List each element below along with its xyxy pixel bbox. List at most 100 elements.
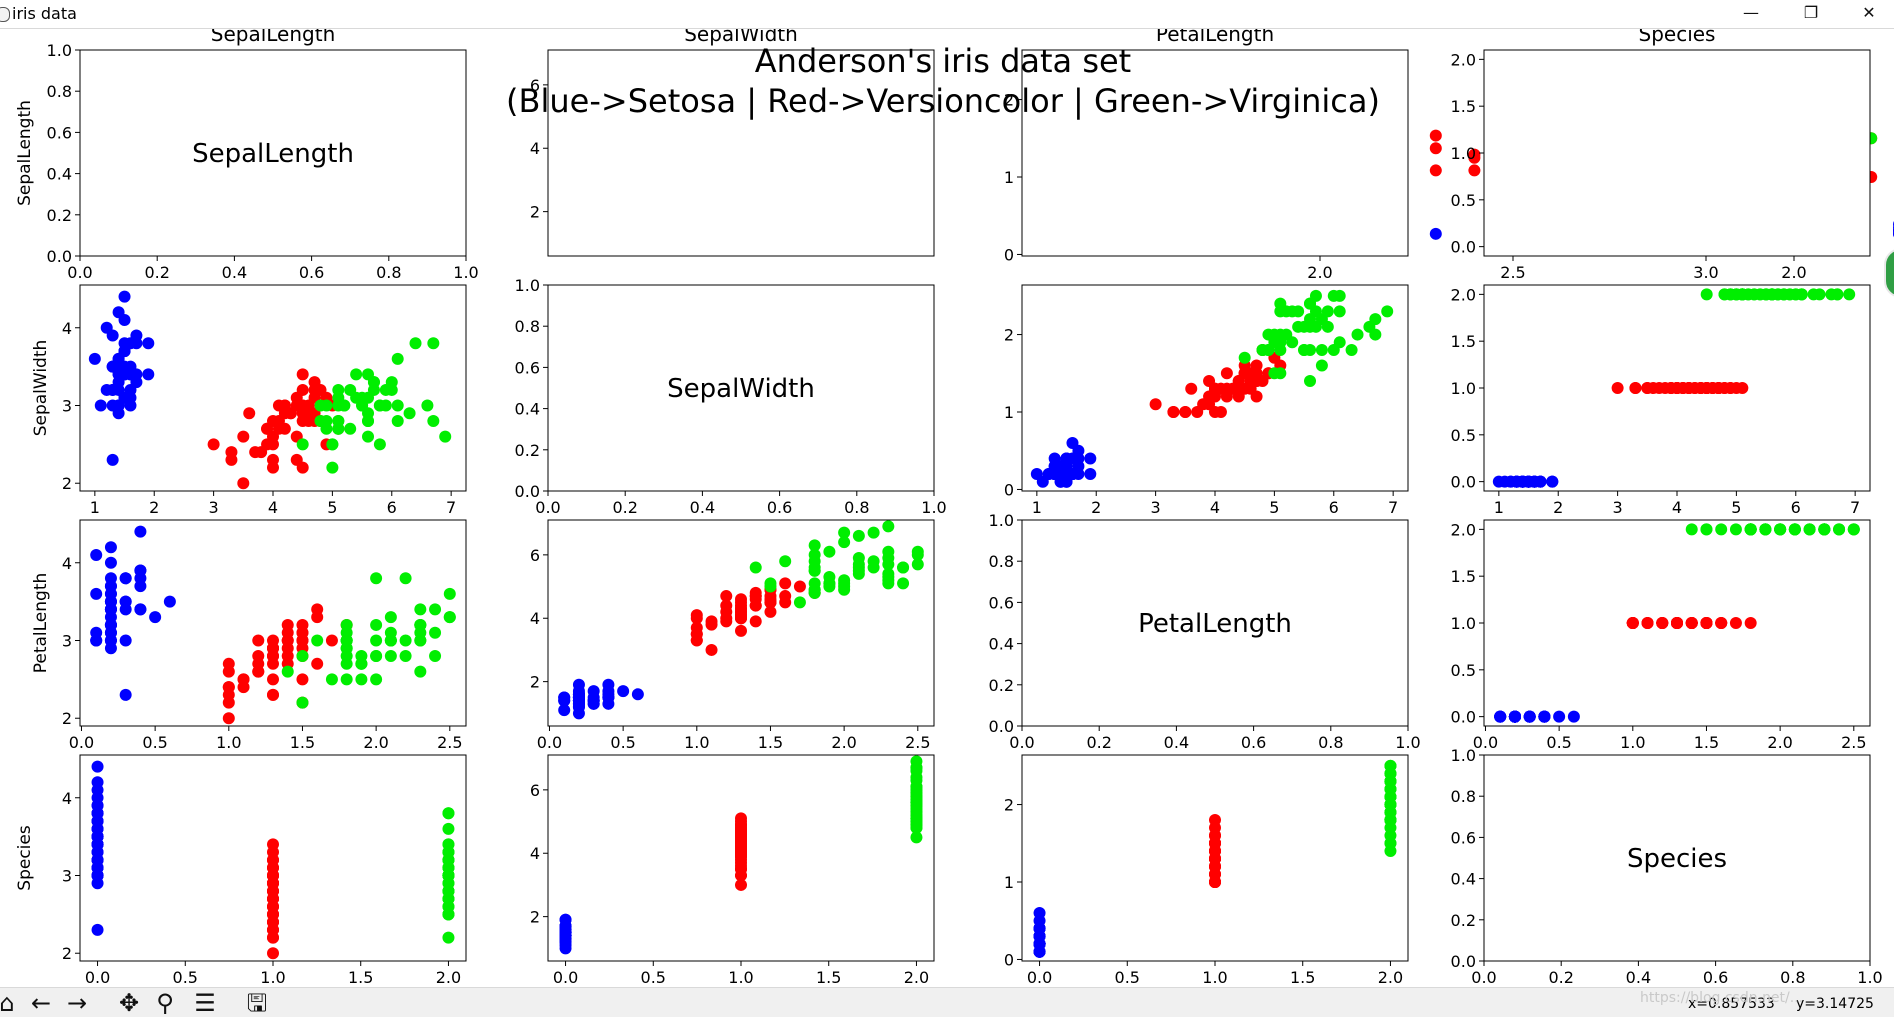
x-tick-label: 1.0 [1857,968,1882,987]
y-tick-label: 2 [530,673,540,692]
point-setosa [119,595,132,608]
x-tick-label: 0.2 [1548,968,1573,987]
point-virginica [414,618,427,631]
point-setosa [91,760,104,773]
point-virginica [409,337,422,350]
point-virginica [823,580,836,593]
point-setosa [1523,710,1536,723]
point-virginica [311,634,324,647]
y-tick-label: 1.0 [989,511,1014,530]
point-setosa [106,453,119,466]
forward-icon[interactable]: → [66,989,88,1017]
point-virginica [1718,288,1731,301]
point-virginica [764,577,777,590]
window-title: iris data [12,4,77,23]
home-icon[interactable]: ⌂ [0,989,15,1017]
point-setosa [558,704,571,717]
point-virginica [340,650,353,663]
point-virginica [1384,798,1397,811]
x-tick-label: 2.0 [1781,263,1806,282]
axes-frame [547,284,935,492]
point-virginica [897,561,910,574]
point-versicolor [705,618,718,631]
y-tick-label: 0.2 [515,441,540,460]
point-virginica [1736,288,1749,301]
maximize-button[interactable]: ❐ [1803,3,1819,22]
point-setosa [149,611,162,624]
point-setosa [112,306,125,319]
point-virginica [1238,351,1251,364]
point-virginica [1813,288,1826,301]
minimize-button[interactable]: — [1743,3,1759,22]
point-setosa [1494,710,1507,723]
point-setosa [134,572,147,585]
scatter-matrix-figure[interactable]: 0.0 0.2 0.4 0.6 0.8 1.00.00.20.40.60.81.0Sepa… [0,29,1894,987]
configure-subplots-icon[interactable]: ☰ [194,989,216,1017]
point-versicolor [735,828,747,841]
diagonal-label: SepalWidth [667,374,815,404]
y-tick-label: 0.0 [515,482,540,501]
subplot-r0-c2: 2.02.53.03.54.04.5012 [1004,49,1878,282]
point-setosa [88,352,101,365]
point-versicolor [267,923,279,936]
point-virginica [911,545,924,558]
axes-frame [1483,754,1871,962]
x-tick-label: 0.0 [537,733,562,752]
x-tick-label: 1.5 [1694,733,1719,752]
point-versicolor [735,624,747,637]
x-tick-label: 0.8 [376,263,401,282]
point-versicolor [764,605,777,618]
axes-frame [1021,49,1409,257]
x-tick-label: 0.6 [1241,733,1266,752]
y-tick-label: 6 [530,781,540,800]
zoom-icon[interactable]: ⚲ [156,989,174,1017]
point-setosa [559,929,572,942]
point-setosa [572,678,585,691]
point-virginica [1700,523,1713,536]
x-tick-label: 3 [1613,498,1623,517]
point-virginica [281,665,294,678]
y-tick-label: 0.8 [989,552,1014,571]
point-virginica [1833,523,1846,536]
x-tick-label: 2 [1091,498,1101,517]
point-setosa [631,688,644,701]
save-icon[interactable]: 🖫 [246,989,268,1017]
plot-toolbar: ⌂ ← → ✥ ⚲ ☰ 🖫 x=0.857533 y=3.14725 [0,987,1894,1017]
point-versicolor [793,580,806,593]
point-virginica [442,892,455,905]
chart-title-line1: Anderson's iris data set [755,42,1131,80]
point-virginica [1369,313,1382,326]
y-tick-label: 1.5 [1451,97,1476,116]
point-setosa [106,360,119,373]
y-tick-label: 4 [62,554,72,573]
y-tick-label: 0.0 [1451,708,1476,727]
diagonal-label: SepalLength [192,139,354,169]
point-versicolor [267,673,279,686]
row-label: SepalLength [15,100,35,206]
point-virginica [1333,289,1346,302]
point-versicolor [720,605,733,618]
subplot-r1-c3: 1 2 3 4 5 6 7 0.0 0.5 1.0 1.5 2.0 [1451,284,1871,517]
point-setosa [118,290,131,303]
back-icon[interactable]: ← [30,989,52,1017]
point-virginica [1292,305,1305,318]
y-tick-label: 2 [530,908,540,927]
y-tick-label: 1.5 [1451,332,1476,351]
x-tick-label: 0.4 [1626,968,1651,987]
point-setosa [91,815,104,828]
point-versicolor [735,609,747,622]
y-tick-label: 4 [530,609,540,628]
point-versicolor [281,650,294,663]
x-tick-label: 2.5 [1841,733,1866,752]
close-button[interactable]: ✕ [1862,3,1876,22]
pan-icon[interactable]: ✥ [118,989,140,1017]
point-virginica [1384,759,1397,772]
point-virginica [1280,305,1293,318]
y-tick-label: 2 [62,944,72,963]
point-virginica [838,583,851,596]
x-tick-label: 0.2 [1086,733,1111,752]
point-virginica [414,665,427,678]
point-versicolor [267,461,279,474]
point-virginica [314,415,327,428]
point-virginica [749,561,762,574]
